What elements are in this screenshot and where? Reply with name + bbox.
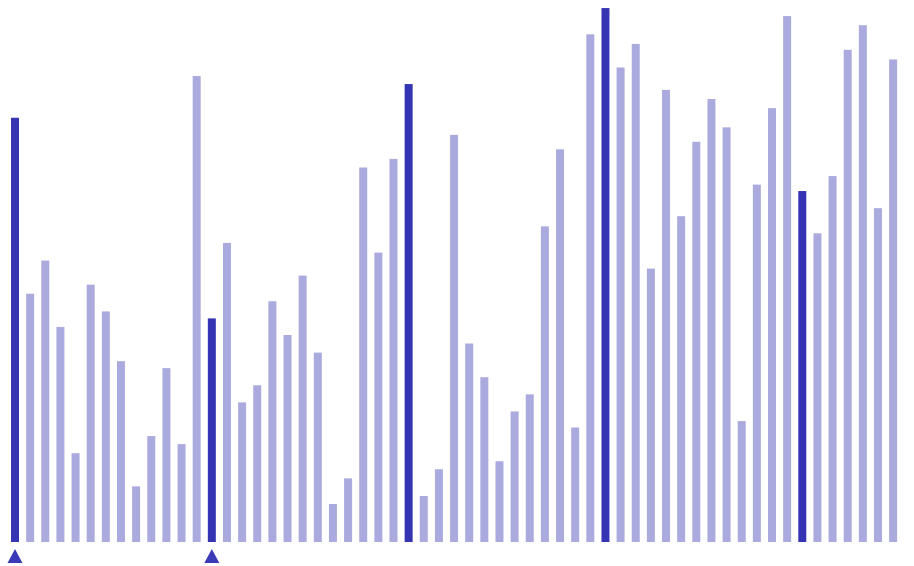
bar-52 bbox=[798, 191, 807, 543]
bar-49 bbox=[752, 184, 761, 542]
marker-triangle-0 bbox=[7, 549, 23, 563]
bar-3 bbox=[56, 326, 65, 542]
bar-1 bbox=[26, 293, 35, 542]
bar-33 bbox=[510, 411, 519, 542]
bar-40 bbox=[616, 67, 625, 543]
bar-31 bbox=[480, 377, 489, 542]
bar-43 bbox=[662, 89, 671, 543]
bar-25 bbox=[389, 158, 398, 542]
bar-55 bbox=[843, 49, 852, 543]
bar-9 bbox=[147, 436, 156, 542]
bar-54 bbox=[828, 176, 837, 542]
bar-12 bbox=[192, 76, 201, 543]
bar-7 bbox=[116, 361, 125, 542]
bar-13 bbox=[207, 318, 216, 542]
bar-14 bbox=[222, 242, 231, 542]
bar-11 bbox=[177, 444, 186, 543]
bar-58 bbox=[889, 59, 898, 543]
bar-48 bbox=[737, 421, 746, 542]
bar-4 bbox=[71, 453, 80, 542]
bar-24 bbox=[374, 252, 383, 542]
bar-6 bbox=[101, 311, 110, 542]
bar-44 bbox=[677, 216, 686, 542]
bar-47 bbox=[722, 127, 731, 543]
bar-22 bbox=[344, 478, 353, 542]
bar-2 bbox=[41, 260, 50, 542]
bar-50 bbox=[768, 108, 776, 543]
bar-29 bbox=[450, 134, 459, 542]
bar-39 bbox=[601, 8, 610, 542]
bar-10 bbox=[162, 368, 171, 543]
bar-42 bbox=[646, 268, 655, 542]
bar-46 bbox=[707, 99, 716, 543]
bar-26 bbox=[404, 84, 413, 542]
bar-34 bbox=[525, 394, 534, 542]
bar-28 bbox=[434, 469, 443, 542]
bar-16 bbox=[253, 385, 262, 542]
bar-41 bbox=[631, 43, 640, 543]
bar-19 bbox=[298, 275, 307, 542]
bar-18 bbox=[283, 334, 292, 542]
bar-36 bbox=[556, 149, 565, 542]
bar-35 bbox=[540, 226, 549, 542]
bar-32 bbox=[495, 461, 504, 542]
bar-15 bbox=[238, 402, 247, 542]
bar-51 bbox=[783, 16, 792, 543]
bars bbox=[11, 8, 898, 543]
bar-38 bbox=[586, 34, 595, 542]
bar-45 bbox=[692, 141, 701, 542]
bar-30 bbox=[465, 343, 474, 542]
marker-triangle-1 bbox=[204, 549, 220, 563]
bar-20 bbox=[313, 352, 322, 542]
bar-53 bbox=[813, 233, 822, 542]
markers bbox=[7, 549, 220, 563]
bar-56 bbox=[858, 25, 867, 542]
bar-21 bbox=[328, 504, 337, 542]
bar-57 bbox=[873, 208, 882, 542]
bar-17 bbox=[268, 301, 277, 542]
bar-37 bbox=[571, 427, 580, 542]
bar-27 bbox=[419, 495, 428, 542]
bar-5 bbox=[86, 284, 95, 542]
bar-8 bbox=[132, 486, 141, 542]
bar-0 bbox=[11, 117, 19, 542]
bar-23 bbox=[359, 167, 368, 542]
